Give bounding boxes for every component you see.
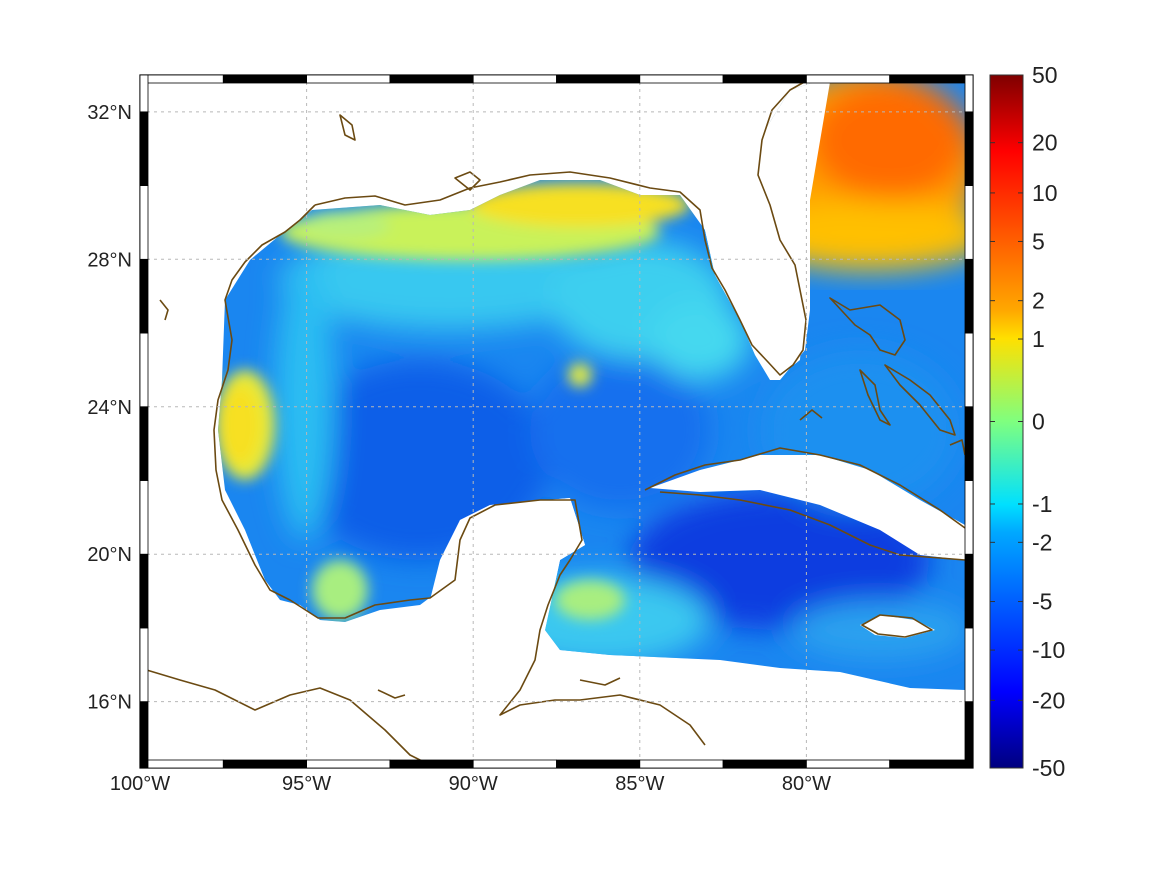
frame-bar-left (139, 406, 149, 481)
colorbar-tick-label: 20 (1032, 130, 1058, 156)
frame-bar-left (139, 258, 149, 334)
frame-bar-right (964, 406, 974, 481)
colorbar-tick-label: -1 (1032, 491, 1052, 517)
frame-bar-right (964, 701, 974, 769)
x-tick-label: 85°W (615, 773, 664, 795)
frame-bar-bottom (389, 759, 474, 769)
frame-bar-top (306, 74, 391, 84)
colorbar-tick-label: 2 (1032, 288, 1045, 314)
frame-bar-bottom (722, 759, 807, 769)
frame-bar-top (222, 74, 308, 84)
coastlines (139, 75, 966, 766)
y-tick-label: 28°N (87, 249, 132, 271)
frame-bar-right (964, 258, 974, 334)
axis-labels: 100°W 95°W 90°W 85°W 80°W 32°N 28°N 24°N 20°N 16°… (87, 102, 831, 795)
frame-bar-left (139, 480, 149, 555)
y-tick-label: 32°N (87, 102, 132, 124)
frame-bar-left (139, 701, 149, 769)
gridlines (140, 75, 973, 768)
frame-bar-bottom (806, 759, 891, 769)
x-tick-label: 95°W (282, 773, 331, 795)
colorbar-tick-label: -50 (1032, 755, 1065, 781)
x-tick-label: 80°W (782, 773, 831, 795)
colorbar-tick-label: 50 (1032, 62, 1058, 88)
y-tick-label: 20°N (87, 544, 132, 566)
frame-bar-right (964, 480, 974, 555)
frame-bar-left (139, 627, 149, 703)
y-tick-label: 24°N (87, 397, 132, 419)
frame-bar-top (556, 74, 641, 84)
frame-bar-right (964, 74, 974, 113)
frame-bar-right (964, 332, 974, 408)
frame-bar-bottom (556, 759, 641, 769)
frame-bar-top (139, 74, 224, 84)
frame-bar-bottom (306, 759, 391, 769)
frame-bar-top (889, 74, 974, 84)
frame-bar-left (139, 553, 149, 629)
frame-bar-top (806, 74, 891, 84)
colorbar-tick-label: -20 (1032, 687, 1065, 713)
colorbar-tick-label: -10 (1032, 637, 1065, 663)
frame-bar-top (639, 74, 724, 84)
x-tick-label: 100°W (110, 773, 170, 795)
frame-bar-bottom (889, 759, 974, 769)
sea-data-field (218, 82, 965, 690)
frame-bar-top (722, 74, 807, 84)
frame-bar-bottom (139, 759, 224, 769)
frame-bar-left (139, 332, 149, 408)
y-tick-label: 16°N (87, 692, 132, 714)
frame-bar-bottom (222, 759, 308, 769)
frame-bar-left (139, 111, 149, 186)
frame-bar-bottom (472, 759, 557, 769)
colorbar-tick-label: 1 (1032, 326, 1045, 352)
frame-bar-top (389, 74, 474, 84)
colorbar-tick-label: 0 (1032, 409, 1045, 435)
map-frame (139, 74, 974, 769)
x-tick-label: 90°W (449, 773, 498, 795)
colorbar-tick-label: 10 (1032, 180, 1058, 206)
frame-bar-right (964, 185, 974, 260)
frame-bar-left (139, 74, 149, 113)
frame-bar-left (139, 185, 149, 260)
colorbar-tick-label: -5 (1032, 589, 1052, 615)
frame-bar-right (964, 627, 974, 703)
frame-bar-bottom (639, 759, 724, 769)
frame-bar-right (964, 111, 974, 186)
colorbar-tick-label: -2 (1032, 529, 1052, 555)
colorbar-tick-label: 5 (1032, 228, 1045, 254)
frame-bar-top (472, 74, 557, 84)
frame-bar-right (964, 553, 974, 629)
